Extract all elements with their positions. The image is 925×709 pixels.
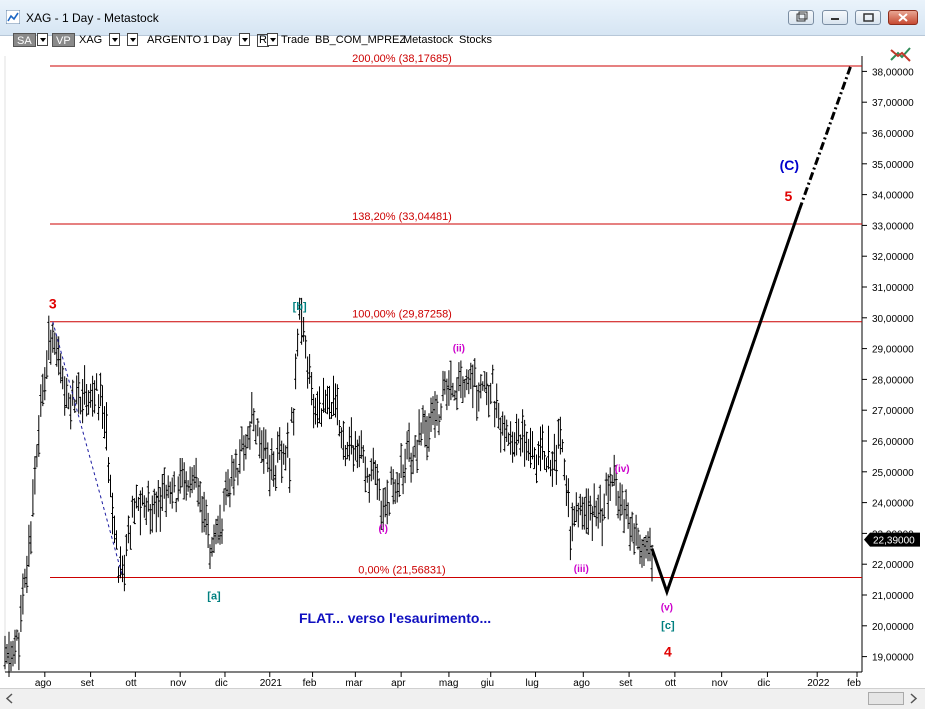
scroll-right-icon[interactable] <box>906 692 920 705</box>
x-tick-label: feb <box>847 678 861 688</box>
account-label: BB_COM_MPREZ <box>315 34 407 46</box>
flat-annotation: FLAT... verso l'esaurimento... <box>299 610 491 626</box>
sa-button[interactable]: SA <box>13 33 36 47</box>
y-tick-label: 28,00000 <box>872 375 914 386</box>
y-tick-label: 35,00000 <box>872 160 914 171</box>
r-dropdown[interactable] <box>267 33 278 46</box>
last-price-tag <box>864 532 920 547</box>
wave-label: 3 <box>49 296 57 312</box>
vp-button[interactable]: VP <box>52 33 75 47</box>
title-bar: XAG - 1 Day - Metastock <box>0 0 925 36</box>
indicator-dropdown[interactable] <box>127 33 138 46</box>
fib-level-label: 138,20% (33,04481) <box>352 211 452 223</box>
symbol-label: XAG <box>79 34 103 46</box>
symbol-dropdown[interactable] <box>109 33 120 46</box>
scroll-left-icon[interactable] <box>3 692 17 705</box>
y-tick-label: 25,00000 <box>872 468 914 479</box>
y-tick-label: 31,00000 <box>872 283 914 294</box>
instrument-name: ARGENTO <box>147 34 202 46</box>
last-price-value: 22,39000 <box>873 536 915 547</box>
restore-layout-button[interactable] <box>788 10 814 25</box>
wave-label: (iv) <box>615 464 630 475</box>
chart-toolbar: SA VP XAG ARGENTO 1 Day R Trade BB_COM_M… <box>0 30 925 52</box>
x-tick-label: set <box>81 678 95 688</box>
x-tick-label: set <box>619 678 633 688</box>
x-tick-label: lug <box>526 678 539 688</box>
maximize-button[interactable] <box>855 10 881 25</box>
wave-label: (C) <box>780 157 799 173</box>
x-tick-label: mag <box>439 678 458 688</box>
projection-solid-line <box>650 209 801 597</box>
trade-label: Trade <box>281 34 310 46</box>
x-tick-label: dic <box>215 678 228 688</box>
wave-label: [c] <box>661 620 675 632</box>
y-tick-label: 21,00000 <box>872 591 914 602</box>
x-tick-label: mar <box>345 678 363 688</box>
fib-level-label: 0,00% (21,56831) <box>358 564 445 576</box>
metastock-app-icon <box>6 10 20 24</box>
y-tick-label: 26,00000 <box>872 437 914 448</box>
sa-dropdown[interactable] <box>37 33 48 46</box>
x-tick-label: ago <box>573 678 590 688</box>
type-label: Stocks <box>459 34 493 46</box>
price-bars <box>3 297 654 677</box>
source-label: Metastock <box>403 34 454 46</box>
x-tick-label: 2021 <box>260 678 283 688</box>
x-tick-label: ott <box>665 678 676 688</box>
fibonacci-levels: 200,00% (38,17685) 138,20% (33,04481) 100,… <box>50 53 862 578</box>
wave-a-connector <box>52 321 123 577</box>
last-price-tag-group: 22,39000 <box>864 532 920 547</box>
wave-label: (ii) <box>453 344 465 355</box>
price-chart[interactable]: 19,0000020,0000021,0000022,0000023,00000… <box>0 0 925 688</box>
y-tick-label: 22,00000 <box>872 560 914 571</box>
y-tick-label: 29,00000 <box>872 345 914 356</box>
period-dropdown[interactable] <box>239 33 250 46</box>
horizontal-scrollbar[interactable] <box>0 688 925 709</box>
x-tick-label: 2022 <box>807 678 830 688</box>
wave-label: (i) <box>379 524 388 535</box>
y-tick-label: 19,00000 <box>872 653 914 664</box>
scroll-thumb[interactable] <box>868 692 904 705</box>
y-tick-label: 38,00000 <box>872 67 914 78</box>
x-tick-label: giu <box>481 678 494 688</box>
wave-label: [a] <box>207 591 221 603</box>
wave-label: (v) <box>661 602 673 613</box>
fib-level-label: 100,00% (29,87258) <box>352 309 452 321</box>
wave-projection <box>52 64 853 597</box>
trade-icon[interactable] <box>890 47 911 62</box>
wave-label: (iii) <box>574 564 589 575</box>
x-tick-label: ott <box>125 678 136 688</box>
minimize-button[interactable] <box>822 10 848 25</box>
y-tick-label: 36,00000 <box>872 129 914 140</box>
y-tick-label: 37,00000 <box>872 98 914 109</box>
y-tick-label: 34,00000 <box>872 191 914 202</box>
x-tick-label: nov <box>170 678 186 688</box>
wave-label: 4 <box>664 644 672 660</box>
fib-level-label: 200,00% (38,17685) <box>352 53 452 65</box>
y-tick-label: 20,00000 <box>872 622 914 633</box>
y-tick-label: 32,00000 <box>872 252 914 263</box>
y-tick-label: 24,00000 <box>872 499 914 510</box>
period-label: 1 Day <box>203 34 232 46</box>
x-tick-label: nov <box>712 678 728 688</box>
y-tick-label: 27,00000 <box>872 406 914 417</box>
x-tick-label: feb <box>303 678 317 688</box>
wave-label: 5 <box>784 188 792 204</box>
x-tick-label: dic <box>757 678 770 688</box>
window-title: XAG - 1 Day - Metastock <box>26 11 159 25</box>
x-tick-label: ago <box>35 678 52 688</box>
projection-dashed-line <box>797 64 853 211</box>
y-tick-label: 33,00000 <box>872 221 914 232</box>
wave-label: [b] <box>293 301 307 313</box>
close-button[interactable] <box>888 10 918 25</box>
ohlc-bar-series <box>3 297 654 677</box>
y-tick-label: 30,00000 <box>872 314 914 325</box>
x-tick-label: apr <box>391 678 406 688</box>
wave-labels: 3 [b] (ii) (i) [a] (iv) (iii) (v) [c] 4 (C) 5 <box>49 157 799 660</box>
